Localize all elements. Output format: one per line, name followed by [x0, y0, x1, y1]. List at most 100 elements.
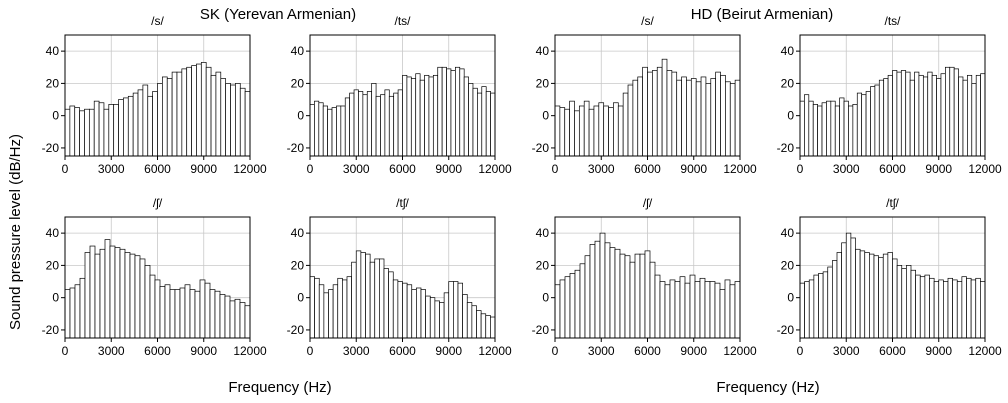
bar — [936, 78, 942, 157]
bar — [393, 92, 399, 157]
y-tick-label: 40 — [291, 226, 305, 240]
bar — [397, 281, 403, 339]
x-tick-label: 6000 — [144, 162, 171, 176]
x-axis-label-left: Frequency (Hz) — [228, 379, 331, 396]
panel-title: /tʃ/ — [886, 196, 899, 210]
bar — [432, 74, 439, 157]
x-tick-label: 6000 — [389, 344, 416, 358]
bar — [480, 313, 487, 339]
bar — [88, 108, 95, 157]
bar — [584, 255, 591, 339]
bar — [843, 100, 849, 157]
bar — [94, 253, 101, 339]
bar — [225, 83, 231, 157]
bar — [593, 105, 600, 157]
bar — [927, 71, 933, 157]
bar — [970, 279, 977, 339]
bar — [574, 110, 580, 157]
y-tick-label: 40 — [291, 44, 305, 58]
x-tick-label: 0 — [307, 344, 314, 358]
bar — [463, 76, 469, 157]
x-tick-label: 6000 — [634, 162, 661, 176]
bar — [384, 89, 390, 157]
bar — [318, 102, 324, 157]
bar — [230, 84, 236, 157]
bar — [332, 284, 339, 339]
bar — [634, 253, 641, 339]
bar — [578, 105, 585, 157]
bar — [569, 100, 575, 157]
bar — [953, 68, 959, 157]
bar — [956, 281, 963, 339]
bar — [144, 265, 151, 339]
bar — [830, 100, 836, 157]
bar — [632, 79, 639, 157]
bar — [822, 271, 829, 339]
bar — [559, 279, 566, 339]
y-tick-label: -20 — [532, 323, 550, 337]
bar — [164, 284, 171, 339]
bar — [695, 81, 702, 157]
bar — [848, 105, 854, 157]
bar — [564, 276, 571, 339]
bar — [818, 273, 824, 339]
y-tick-label: 40 — [781, 44, 795, 58]
bar — [900, 70, 907, 157]
bar — [466, 302, 473, 339]
bar — [166, 78, 173, 157]
group-title-left: SK (Yerevan Armenian) — [200, 6, 356, 23]
y-tick-label: 20 — [46, 76, 60, 90]
bar — [896, 71, 902, 157]
bar — [424, 74, 430, 157]
bar — [614, 248, 621, 339]
bar — [865, 91, 871, 157]
x-tick-label: 3000 — [98, 344, 125, 358]
bar — [123, 97, 129, 157]
y-tick-label: 0 — [52, 291, 59, 305]
y-tick-label: 20 — [291, 76, 305, 90]
bar — [169, 289, 176, 339]
bar — [69, 105, 76, 157]
bar — [420, 289, 426, 339]
bar — [137, 89, 144, 157]
bar — [108, 104, 115, 157]
bar — [574, 269, 581, 339]
bar — [679, 276, 686, 339]
bar — [462, 294, 468, 339]
bar — [642, 66, 648, 157]
bar — [734, 281, 741, 339]
y-tick-label: 0 — [787, 109, 794, 123]
bar — [439, 302, 445, 339]
bar — [720, 74, 726, 157]
bar — [64, 289, 71, 339]
bar — [152, 91, 158, 157]
bar — [929, 277, 935, 339]
bar — [441, 66, 447, 157]
bar — [388, 271, 394, 339]
bar — [234, 298, 241, 339]
bar — [194, 290, 201, 339]
bar — [661, 58, 668, 157]
bar — [690, 78, 697, 157]
bar — [93, 100, 100, 157]
x-tick-label: 6000 — [389, 162, 416, 176]
bar — [118, 99, 124, 157]
y-tick-label: 0 — [297, 291, 304, 305]
x-tick-label: 3000 — [343, 162, 370, 176]
bar — [834, 105, 840, 157]
bar — [149, 274, 156, 339]
bar — [714, 282, 721, 339]
bar — [949, 66, 955, 157]
bar — [344, 97, 350, 157]
bar — [619, 253, 626, 339]
bar — [416, 287, 422, 339]
bar — [967, 74, 973, 157]
x-tick-label: 9000 — [435, 344, 462, 358]
bar — [340, 105, 346, 157]
y-tick-label: -20 — [777, 323, 795, 337]
bar — [214, 290, 221, 339]
bar — [159, 286, 166, 339]
